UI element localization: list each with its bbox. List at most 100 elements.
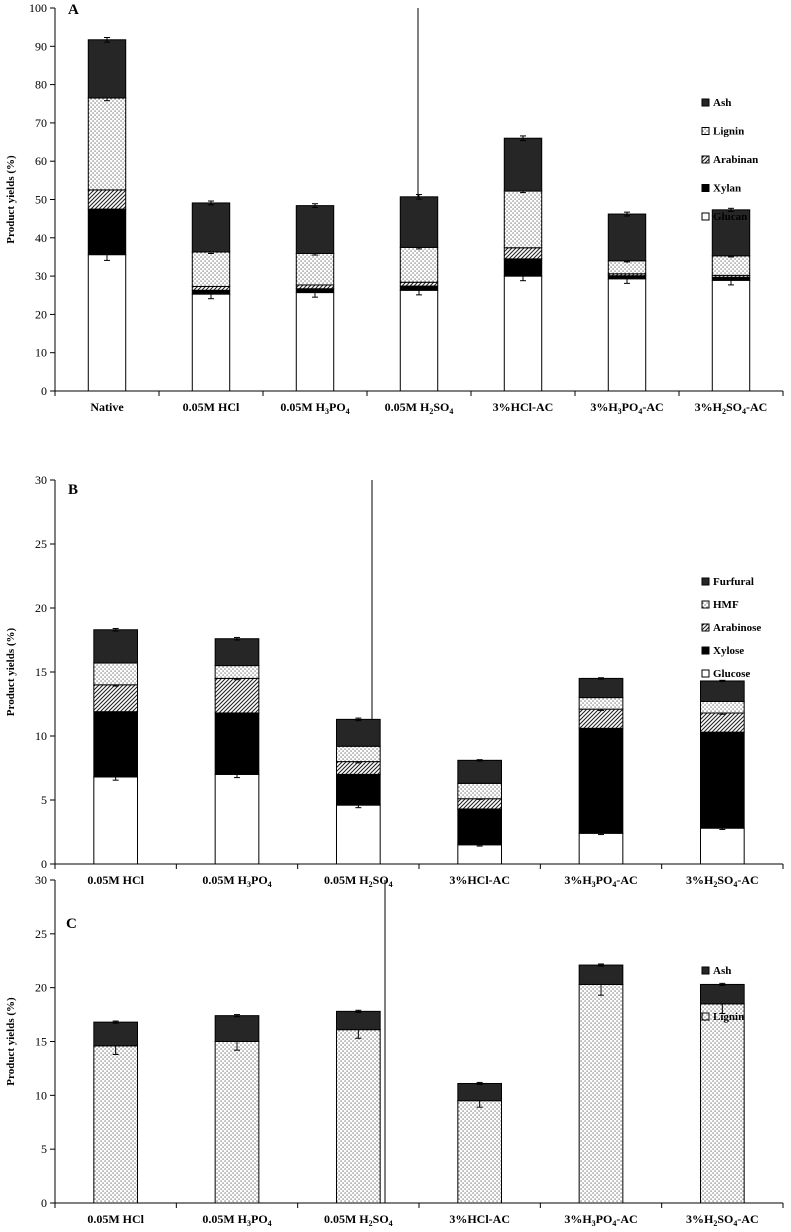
legend-swatch-glucan bbox=[701, 212, 710, 221]
bar-segment-hmf bbox=[335, 745, 381, 763]
x-tick-label-part: 3%H bbox=[695, 400, 723, 414]
x-tick-label-part: 0.05M H bbox=[385, 400, 430, 414]
y-tick-label: 10 bbox=[35, 1088, 47, 1102]
y-tick-label: 30 bbox=[35, 269, 47, 283]
bar-segment-lignin bbox=[607, 260, 647, 275]
bar-segment-glucan bbox=[191, 293, 231, 392]
legend-swatch-furfural bbox=[701, 577, 710, 586]
x-tick-label-part: 3%H bbox=[590, 400, 618, 414]
legend-label: Lignin bbox=[713, 126, 744, 138]
bar-segment-lignin bbox=[335, 1029, 381, 1204]
x-tick-label: 3%HCl-AC bbox=[449, 873, 510, 887]
y-tick-label: 30 bbox=[35, 473, 47, 487]
legend-label: Arabinan bbox=[713, 154, 758, 166]
bar-segment-hmf bbox=[699, 700, 745, 714]
legend-swatch-arabinose bbox=[701, 623, 710, 632]
bar-segment-arabinose bbox=[578, 708, 624, 729]
legend-swatch-lignin bbox=[701, 1012, 710, 1021]
x-tick-label-part: 0.05M HCl bbox=[87, 1212, 144, 1226]
y-tick-label: 5 bbox=[41, 793, 47, 807]
bar-segment-xylose bbox=[578, 727, 624, 834]
x-tick-label: 0.05M H2SO4 bbox=[385, 400, 454, 416]
x-tick-label-subscript: 4 bbox=[268, 1219, 272, 1227]
x-tick-label-part: -AC bbox=[642, 400, 663, 414]
x-tick-label: Native bbox=[90, 400, 124, 414]
x-tick-label: 0.05M H3PO4 bbox=[280, 400, 349, 416]
panel-b: 0 5 10 15 20 25 30 Product yields (%) B 0.05M HCl… bbox=[5, 473, 784, 889]
bar-segment-hmf bbox=[214, 665, 260, 679]
x-tick-label: 3%H3PO4-AC bbox=[590, 400, 663, 416]
bar-segment-xylose bbox=[214, 712, 260, 775]
x-tick-label: 3%H3PO4-AC bbox=[564, 873, 637, 889]
bar-segment-arabinan bbox=[191, 285, 231, 291]
x-tick-label-subscript: 4 bbox=[612, 880, 616, 889]
x-tick-label-subscript: 2 bbox=[369, 1219, 373, 1227]
y-axis-title: Product yields (%) bbox=[5, 997, 17, 1086]
bar-segment-lignin bbox=[93, 1045, 139, 1204]
x-tick-label-part: 3%H bbox=[686, 1212, 714, 1226]
bar-segment-ash bbox=[711, 209, 751, 257]
y-tick-label: 0 bbox=[41, 384, 47, 398]
bar-segment-glucan bbox=[711, 279, 751, 392]
bar-segment-lignin bbox=[214, 1041, 260, 1204]
legend-label: Glucose bbox=[713, 668, 750, 680]
x-tick-label-part: 3%H bbox=[564, 873, 592, 887]
bar-segment-lignin bbox=[503, 190, 543, 249]
legend-label: Xylan bbox=[713, 183, 741, 195]
panel-label: C bbox=[66, 916, 77, 932]
panel-a: 0 10 20 30 40 50 60 70 80 90 100 Product yields (%)… bbox=[5, 1, 784, 416]
legend-label: Lignin bbox=[713, 1011, 744, 1023]
bar-segment-glucose bbox=[335, 804, 381, 865]
x-tick-label-part: SO bbox=[717, 873, 733, 887]
x-tick-label-subscript: 4 bbox=[733, 1219, 737, 1227]
bar-segment-furfural bbox=[699, 680, 745, 702]
x-tick-label-subscript: 4 bbox=[268, 880, 272, 889]
x-tick-label-subscript: 4 bbox=[733, 880, 737, 889]
x-tick-label-subscript: 3 bbox=[247, 880, 251, 889]
x-tick-label-part: SO bbox=[726, 400, 742, 414]
bar-segment-lignin bbox=[87, 97, 127, 191]
bar-segment-arabinan bbox=[87, 189, 127, 210]
bar-segment-glucose bbox=[699, 827, 745, 865]
x-tick-label-part: 0.05M H bbox=[324, 1212, 369, 1226]
y-axis-title: Product yields (%) bbox=[5, 155, 17, 244]
y-tick-label: 40 bbox=[35, 231, 47, 245]
x-tick-label-part: 0.05M H bbox=[280, 400, 325, 414]
x-tick-label-subscript: 3 bbox=[618, 407, 622, 416]
x-tick-label: 0.05M HCl bbox=[87, 873, 144, 887]
x-tick-label-part: 0.05M HCl bbox=[183, 400, 240, 414]
x-tick-label-part: 3%H bbox=[564, 1212, 592, 1226]
bar-segment-xylan bbox=[191, 289, 231, 295]
x-tick-label-subscript: 2 bbox=[713, 1219, 717, 1227]
x-tick-label-subscript: 2 bbox=[722, 407, 726, 416]
x-tick-label-subscript: 4 bbox=[346, 407, 350, 416]
x-tick-label-part: SO bbox=[373, 873, 389, 887]
bar-segment-ash bbox=[87, 39, 127, 99]
bar-segment-xylan bbox=[295, 288, 335, 294]
y-tick-label: 15 bbox=[35, 665, 47, 679]
bar-segment-xylan bbox=[503, 258, 543, 277]
x-tick-label-subscript: 3 bbox=[592, 880, 596, 889]
bar-segment-lignin bbox=[295, 253, 335, 286]
y-tick-label: 50 bbox=[35, 193, 47, 207]
y-tick-label: 5 bbox=[41, 1142, 47, 1156]
x-tick-label-part: -AC bbox=[737, 1212, 758, 1226]
bar-segment-hmf bbox=[93, 662, 139, 686]
x-tick-label-part: 3%HCl-AC bbox=[449, 1212, 510, 1226]
bar-segment-xylan bbox=[87, 208, 127, 256]
legend-label: HMF bbox=[713, 599, 739, 611]
x-tick-label-part: SO bbox=[373, 1212, 389, 1226]
bar-segment-hmf bbox=[457, 782, 503, 800]
x-tick-label-subscript: 4 bbox=[612, 1219, 616, 1227]
y-tick-label: 20 bbox=[35, 601, 47, 615]
legend-swatch-hmf bbox=[701, 600, 710, 609]
y-tick-label: 25 bbox=[35, 537, 47, 551]
legend-swatch-lignin bbox=[701, 127, 710, 135]
x-tick-label: 0.05M H2SO4 bbox=[324, 873, 393, 889]
panel-c: 0 5 10 15 20 25 30 Product yields (%) C 0.05M HCl… bbox=[5, 873, 784, 1228]
y-tick-label: 10 bbox=[35, 346, 47, 360]
x-tick-label-part: 3%HCl-AC bbox=[493, 400, 554, 414]
x-tick-label-part: PO bbox=[251, 873, 268, 887]
panel-label: A bbox=[68, 2, 79, 18]
